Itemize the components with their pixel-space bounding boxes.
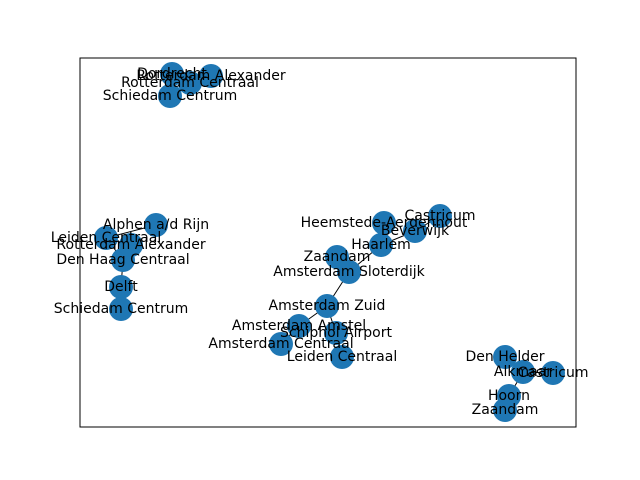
node-amsterdam-amstel: [287, 314, 311, 338]
node-label-alkmaar: Alkmaar: [494, 364, 552, 380]
node-label-rotterdam-centraal: Rotterdam Centraal: [121, 75, 259, 91]
node-schiphol-airport: [324, 321, 348, 345]
node-den-haag-centraal: [111, 248, 135, 272]
node-amsterdam-zuid: [315, 294, 339, 318]
node-leiden-centraal: [330, 345, 354, 369]
node-castricum-right: [541, 361, 565, 385]
node-rotterdam-alexander: [199, 64, 223, 88]
node-zaandam-right: [493, 398, 517, 422]
node-castricum-mid: [428, 204, 452, 228]
node-label-schiedam-centrum: Schiedam Centrum: [103, 88, 238, 104]
node-label-den-haag-centraal: Den Haag Centraal: [56, 252, 189, 268]
node-label-amsterdam-amstel: Amsterdam Amstel: [232, 318, 366, 334]
node-label-leiden-centraal: Leiden Centraal: [287, 349, 397, 365]
node-label-schiedam-centrum-left: Schiedam Centrum: [54, 301, 189, 317]
node-label-zaandam-mid: Zaandam: [304, 249, 371, 265]
node-label-haarlem: Haarlem: [351, 237, 411, 253]
node-label-den-helder: Den Helder: [465, 349, 544, 365]
node-label-delft: Delft: [104, 279, 138, 295]
node-amsterdam-centraal: [269, 332, 293, 356]
node-label-beverwijk: Beverwijk: [381, 223, 450, 239]
plot-frame: [79, 57, 577, 428]
node-label-rotterdam-alexander-left: Rotterdam Alexander: [56, 237, 205, 253]
node-label-schiphol-airport: Schiphol Airport: [280, 325, 392, 341]
node-label-alphen-a-d-rijn: Alphen a/d Rijn: [103, 217, 209, 233]
node-label-amsterdam-sloterdijk: Amsterdam Sloterdijk: [273, 264, 425, 280]
node-dordrecht: [160, 62, 184, 86]
node-label-heemstede-aerdenhout: Heemstede-Aerdenhout: [301, 215, 468, 231]
node-amsterdam-sloterdijk: [337, 260, 361, 284]
node-label-castricum-mid: Castricum: [405, 208, 476, 224]
node-delft: [109, 275, 133, 299]
node-haarlem: [369, 233, 393, 257]
node-label-amsterdam-zuid: Amsterdam Zuid: [269, 298, 386, 314]
node-label-leiden-centraal-left: Leiden Centraal: [51, 230, 161, 246]
node-den-helder: [493, 345, 517, 369]
node-label-zaandam-right: Zaandam: [472, 402, 539, 418]
node-label-dordrecht: Dordrecht: [137, 66, 207, 82]
node-label-amsterdam-centraal: Amsterdam Centraal: [208, 336, 353, 352]
node-layer: [94, 62, 565, 422]
node-schiedam-centrum-left: [109, 297, 133, 321]
node-leiden-centraal-left: [94, 226, 118, 250]
node-label-rotterdam-alexander: Rotterdam Alexander: [136, 68, 285, 84]
node-schiedam-centrum: [158, 84, 182, 108]
node-alphen-a-d-rijn: [144, 213, 168, 237]
node-alkmaar: [511, 360, 535, 384]
node-label-hoorn: Hoorn: [488, 388, 530, 404]
node-rotterdam-centraal: [178, 71, 202, 95]
node-label-castricum-right: Castricum: [518, 365, 589, 381]
node-heemstede-aerdenhout: [372, 211, 396, 235]
node-beverwijk: [403, 219, 427, 243]
